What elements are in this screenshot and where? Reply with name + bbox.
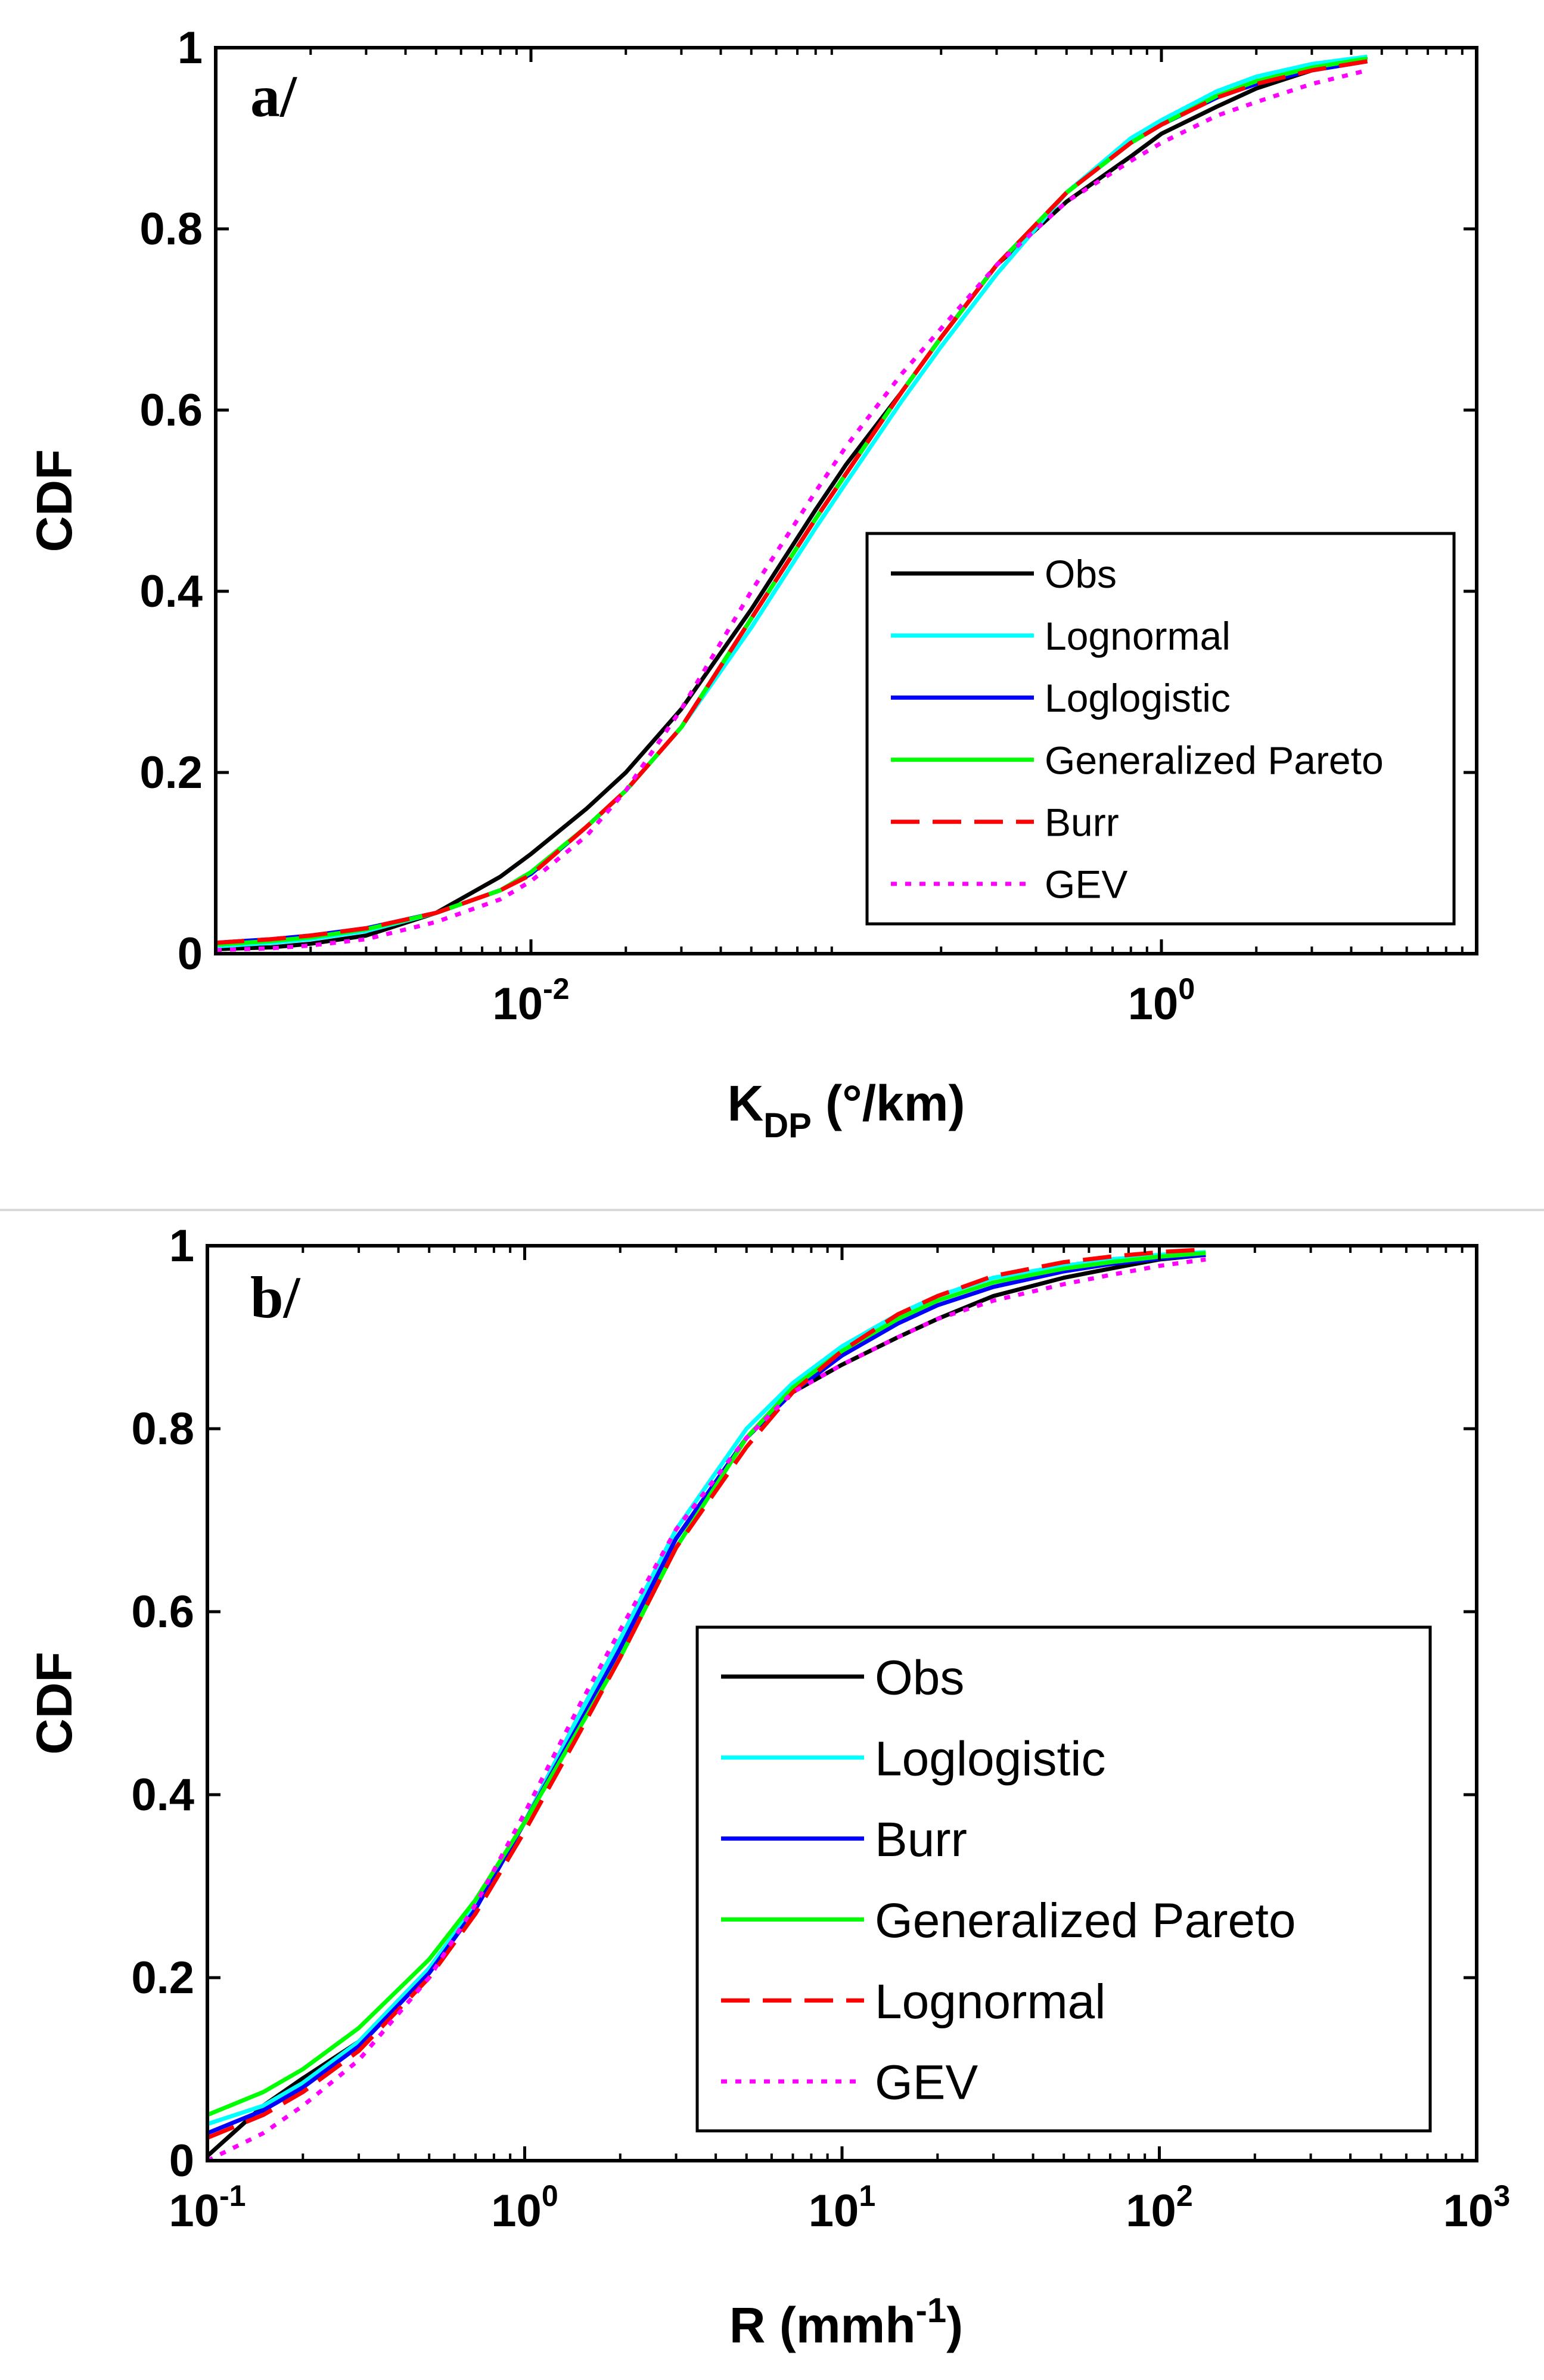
p0-legend-label: Generalized Pareto (1045, 738, 1384, 782)
p1-ytick-label: 0.4 (131, 1770, 194, 1820)
p1-ytick-label: 0.2 (131, 1953, 194, 2003)
p0-series-generalized-pareto (216, 56, 1368, 947)
p0-ytick-label: 0.6 (139, 385, 203, 436)
p1-series-burr (207, 1252, 1206, 2136)
p1-ytick-label: 0.8 (131, 1404, 194, 1454)
p0-y-axis-title: CDF (26, 449, 82, 553)
p0-ytick-label: 1 (178, 23, 203, 73)
p0-series-group (216, 54, 1368, 952)
p0-legend-label: GEV (1045, 862, 1127, 907)
p1-legend-label: Loglogistic (875, 1732, 1105, 1786)
p1-series-loglogistic (207, 1250, 1206, 2126)
p1-legend-label: GEV (875, 2056, 978, 2110)
p1-panel-label: b/ (250, 1264, 301, 1330)
p1-legend-label: Lognormal (875, 1975, 1105, 2029)
p0-ytick-label: 0 (178, 929, 203, 979)
p1-ytick-label: 1 (169, 1221, 194, 1271)
p0-legend-label: Lognormal (1045, 614, 1231, 658)
p1-series-lognormal (207, 1247, 1206, 2140)
p1-ytick-label: 0.6 (131, 1587, 194, 1637)
p1-y-axis-title: CDF (26, 1652, 82, 1755)
p1-series-gev (207, 1257, 1206, 2163)
p0-legend-label: Loglogistic (1045, 676, 1231, 720)
p0-legend-label: Obs (1045, 552, 1117, 596)
p0-ytick-label: 0.8 (139, 204, 203, 255)
p1-legend: Obs Loglogistic Burr Generalized Pareto Logn… (695, 1625, 1432, 2133)
p1-series-generalized-pareto (207, 1250, 1206, 2117)
p1-legend-box (695, 1625, 1432, 2133)
p0-axes-box (214, 46, 1478, 955)
p0-legend: Obs Lognormal Loglogistic Generalized Paret… (865, 532, 1456, 926)
p0-legend-label: Burr (1045, 800, 1119, 845)
p0-panel-label: a/ (250, 63, 297, 129)
p1-legend-label: Burr (875, 1813, 967, 1867)
p1-ytick-label: 0 (169, 2136, 194, 2186)
p1-series-group (207, 1247, 1206, 2163)
p0-legend-box (865, 532, 1456, 926)
p0-ytick-label: 0.4 (139, 566, 203, 617)
p1-legend-label: Obs (875, 1650, 964, 1705)
p0-ytick-label: 0.2 (139, 747, 203, 798)
p1-legend-label: Generalized Pareto (875, 1894, 1296, 1948)
